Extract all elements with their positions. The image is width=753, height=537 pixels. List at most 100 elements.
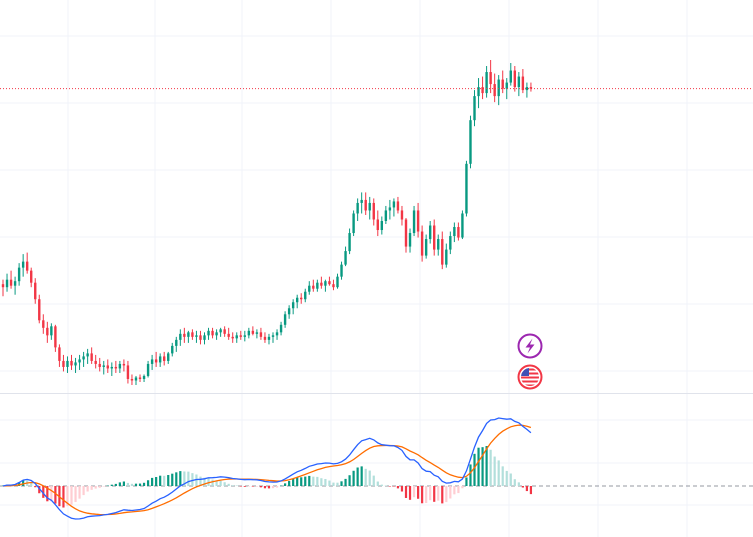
candle[interactable] <box>58 344 61 367</box>
candle[interactable] <box>167 351 170 364</box>
candle[interactable] <box>275 329 279 340</box>
candle[interactable] <box>21 254 25 277</box>
candle[interactable] <box>5 273 9 292</box>
candle[interactable] <box>437 234 440 256</box>
candle[interactable] <box>158 353 162 367</box>
candle[interactable] <box>308 281 311 295</box>
candle[interactable] <box>110 362 114 376</box>
candle[interactable] <box>457 222 460 241</box>
candle[interactable] <box>106 359 109 373</box>
candle[interactable] <box>179 329 182 346</box>
candle[interactable] <box>211 327 214 339</box>
candle[interactable] <box>199 330 202 345</box>
candle[interactable] <box>513 66 517 92</box>
candle[interactable] <box>453 222 456 243</box>
candle[interactable] <box>433 219 436 256</box>
candle[interactable] <box>380 216 384 235</box>
candle[interactable] <box>368 196 371 220</box>
candle[interactable] <box>267 333 271 345</box>
candle[interactable] <box>118 360 122 373</box>
candle[interactable] <box>384 205 388 225</box>
candle[interactable] <box>142 374 146 382</box>
candle[interactable] <box>187 330 190 343</box>
candle[interactable] <box>259 327 263 340</box>
candle[interactable] <box>400 205 404 226</box>
candle[interactable] <box>360 192 363 214</box>
candle[interactable] <box>328 276 331 286</box>
candle[interactable] <box>102 360 105 375</box>
candle[interactable] <box>388 199 392 220</box>
candle[interactable] <box>304 288 307 303</box>
candle[interactable] <box>191 329 194 340</box>
candle[interactable] <box>521 69 525 94</box>
candle[interactable] <box>231 332 234 343</box>
candle[interactable] <box>336 273 339 289</box>
candle[interactable] <box>90 347 93 364</box>
candle[interactable] <box>62 354 65 372</box>
candle[interactable] <box>420 225 424 262</box>
candle[interactable] <box>86 348 89 364</box>
candle[interactable] <box>477 78 480 109</box>
candle[interactable] <box>404 217 408 253</box>
candle[interactable] <box>300 293 303 304</box>
candle[interactable] <box>150 354 154 370</box>
candle[interactable] <box>509 63 512 86</box>
candle[interactable] <box>428 220 432 244</box>
candle[interactable] <box>517 72 521 97</box>
us-flag-icon[interactable] <box>517 364 543 390</box>
candle[interactable] <box>175 336 178 352</box>
candle[interactable] <box>154 351 158 367</box>
candle[interactable] <box>525 82 529 98</box>
candle[interactable] <box>424 234 428 259</box>
candle[interactable] <box>501 70 504 94</box>
candle[interactable] <box>247 327 251 339</box>
candle[interactable] <box>416 202 420 238</box>
candle[interactable] <box>126 360 130 384</box>
candle[interactable] <box>34 278 37 304</box>
candle[interactable] <box>25 252 29 274</box>
candle[interactable] <box>94 354 97 369</box>
candle[interactable] <box>372 198 375 226</box>
candle[interactable] <box>344 246 347 267</box>
candle[interactable] <box>82 351 85 367</box>
candle[interactable] <box>203 332 206 345</box>
candle[interactable] <box>481 76 484 100</box>
candle[interactable] <box>50 323 53 340</box>
candle[interactable] <box>207 327 210 340</box>
candle[interactable] <box>356 198 359 221</box>
event-flash-icon[interactable] <box>517 333 543 359</box>
candle[interactable] <box>295 294 299 309</box>
candle[interactable] <box>364 192 367 215</box>
candle[interactable] <box>505 78 508 100</box>
candle[interactable] <box>219 327 222 337</box>
candle[interactable] <box>17 263 21 286</box>
candle[interactable] <box>114 360 118 373</box>
candle[interactable] <box>9 270 13 289</box>
candle[interactable] <box>291 299 295 315</box>
candle[interactable] <box>223 326 226 337</box>
candle[interactable] <box>283 311 287 328</box>
candle[interactable] <box>279 321 283 336</box>
candle[interactable] <box>130 374 134 385</box>
price-panel[interactable] <box>1 60 533 385</box>
candle[interactable] <box>243 330 246 342</box>
candle[interactable] <box>473 90 476 127</box>
candle[interactable] <box>30 267 33 288</box>
candle[interactable] <box>348 228 351 255</box>
candle[interactable] <box>396 196 400 214</box>
candle[interactable] <box>320 276 323 289</box>
candle[interactable] <box>376 210 379 237</box>
candle[interactable] <box>493 73 496 103</box>
candle[interactable] <box>485 66 488 98</box>
candle[interactable] <box>449 231 452 255</box>
candle[interactable] <box>171 342 174 357</box>
candle[interactable] <box>461 210 464 240</box>
candle[interactable] <box>42 314 45 334</box>
candle[interactable] <box>312 279 315 292</box>
candle[interactable] <box>392 198 396 217</box>
candle[interactable] <box>529 82 533 92</box>
candle[interactable] <box>332 279 335 291</box>
candle[interactable] <box>469 115 472 169</box>
